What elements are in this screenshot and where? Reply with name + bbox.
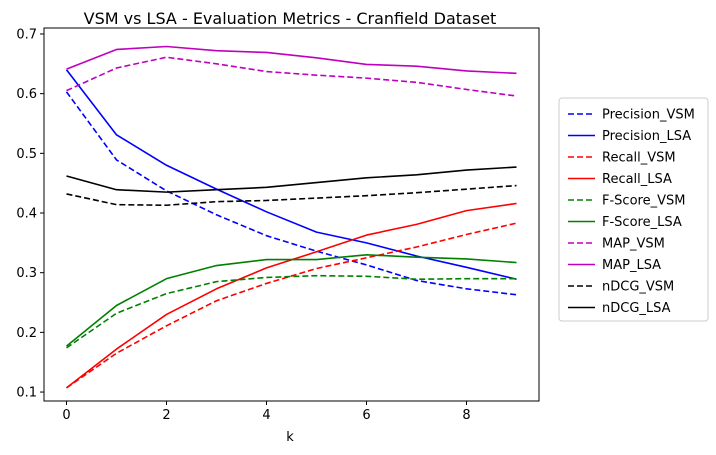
series-line-7 [66,45,517,75]
legend-label-3: Recall_LSA [602,172,672,187]
x-axis: 0 2 4 6 8 [62,401,471,423]
y-tick-label-3: 0.4 [16,207,37,222]
y-tick-label-6: 0.7 [16,27,37,42]
series-line-5 [65,253,517,347]
y-tick-label-5: 0.6 [16,87,37,102]
series-line-0 [65,91,517,296]
x-tick-label-4: 8 [462,408,470,423]
series-line-8 [66,184,517,207]
legend-label-4: F-Score_VSM [602,194,685,209]
legend-label-7: MAP_LSA [602,258,661,273]
series-line-2 [66,222,517,389]
legend-label-5: F-Score_LSA [602,215,682,230]
series-line-6 [66,56,517,97]
legend-label-0: Precision_VSM [602,108,695,123]
legend: Precision_VSM Precision_LSA Recall_VSM Reca… [558,97,709,322]
y-tick-label-2: 0.3 [16,266,37,281]
x-tick-label-0: 0 [62,408,70,423]
y-tick-label-4: 0.5 [16,147,37,162]
x-axis-label: k [286,430,294,445]
y-tick-label-0: 0.1 [16,386,37,401]
x-tick-label-2: 4 [262,408,270,423]
legend-label-6: MAP_VSM [602,237,665,252]
y-axis: 0.1 0.2 0.3 0.4 0.5 0.6 0.7 [16,27,44,401]
y-tick-label-1: 0.2 [16,326,37,341]
plot-frame [43,27,540,402]
legend-label-8: nDCG_VSM [602,280,674,295]
chart-title: VSM vs LSA - Evaluation Metrics - Cranfi… [84,9,497,28]
x-tick-label-3: 6 [362,408,370,423]
legend-box [558,97,709,322]
legend-label-2: Recall_VSM [602,151,676,166]
series-line-4 [66,274,517,349]
legend-label-1: Precision_LSA [602,129,691,144]
series-line-9 [66,166,517,193]
plot-lines [65,45,517,389]
series-line-1 [65,69,517,281]
x-tick-label-1: 2 [162,408,170,423]
legend-label-9: nDCG_LSA [602,301,671,316]
